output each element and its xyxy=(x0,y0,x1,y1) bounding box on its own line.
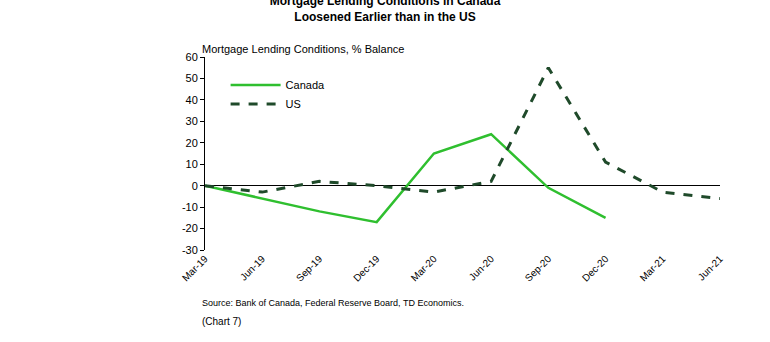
svg-text:Jun-20: Jun-20 xyxy=(467,253,497,283)
svg-text:Jun-19: Jun-19 xyxy=(238,253,268,283)
svg-text:(Chart 7): (Chart 7) xyxy=(202,316,241,327)
svg-text:Mortgage Lending Conditions, %: Mortgage Lending Conditions, % Balance xyxy=(202,43,404,55)
svg-text:0: 0 xyxy=(192,180,198,192)
svg-text:50: 50 xyxy=(186,72,198,84)
svg-text:30: 30 xyxy=(186,115,198,127)
svg-text:-10: -10 xyxy=(182,201,198,213)
svg-text:60: 60 xyxy=(186,51,198,63)
svg-text:Sep-19: Sep-19 xyxy=(294,253,325,284)
svg-text:-20: -20 xyxy=(182,222,198,234)
svg-text:Dec-20: Dec-20 xyxy=(580,253,611,284)
svg-text:Jun-21: Jun-21 xyxy=(696,253,726,283)
svg-text:40: 40 xyxy=(186,94,198,106)
svg-text:10: 10 xyxy=(186,158,198,170)
svg-text:Mortgage Lending Conditions in: Mortgage Lending Conditions in CanadaLoo… xyxy=(270,0,501,24)
svg-text:Sep-20: Sep-20 xyxy=(523,253,554,284)
svg-text:US: US xyxy=(286,98,301,110)
svg-text:Mar-19: Mar-19 xyxy=(180,253,210,283)
svg-text:Canada: Canada xyxy=(286,79,325,91)
svg-text:Source: Bank of Canada, Federa: Source: Bank of Canada, Federal Reserve … xyxy=(202,298,464,308)
svg-text:Dec-19: Dec-19 xyxy=(351,253,382,284)
svg-text:Mar-21: Mar-21 xyxy=(638,253,668,283)
svg-text:Mar-20: Mar-20 xyxy=(409,253,439,283)
svg-text:-30: -30 xyxy=(182,244,198,256)
svg-text:20: 20 xyxy=(186,137,198,149)
